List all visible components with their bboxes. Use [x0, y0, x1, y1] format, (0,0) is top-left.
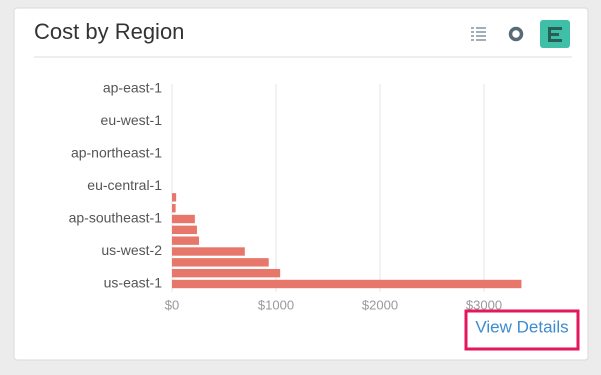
- bar: [172, 193, 177, 202]
- donut-view-button[interactable]: [508, 26, 524, 42]
- y-tick-label: ap-northeast-1: [71, 145, 162, 161]
- highlight-box: [464, 309, 580, 351]
- view-details-link[interactable]: View Details: [475, 317, 568, 336]
- y-tick-label: ap-southeast-1: [69, 210, 163, 226]
- x-tick-label: $2000: [362, 297, 398, 312]
- bar: [172, 203, 176, 213]
- bar: [172, 258, 269, 267]
- y-tick-label: eu-central-1: [87, 177, 162, 193]
- y-tick-label: ap-east-1: [103, 80, 162, 96]
- bar: [172, 236, 200, 245]
- y-tick-label: eu-west-1: [101, 112, 163, 128]
- bar: [172, 268, 281, 278]
- bar: [172, 214, 195, 224]
- list-view-button[interactable]: [471, 27, 486, 41]
- bar: [172, 247, 245, 256]
- plot: $0 $1000 $2000 $3000 ap-east-1 eu-west-1 ap-no…: [69, 80, 522, 312]
- bar-view-button[interactable]: [540, 20, 570, 48]
- card: [13, 7, 589, 361]
- x-tick-label: $1000: [258, 297, 294, 312]
- bar: [172, 225, 197, 235]
- y-tick-label: us-east-1: [104, 275, 163, 291]
- bar: [172, 279, 522, 289]
- card-title: Cost by Region: [34, 19, 184, 44]
- y-tick-label: us-west-2: [101, 242, 162, 258]
- x-tick-label: $0: [165, 297, 179, 312]
- x-tick-label: $3000: [466, 297, 502, 312]
